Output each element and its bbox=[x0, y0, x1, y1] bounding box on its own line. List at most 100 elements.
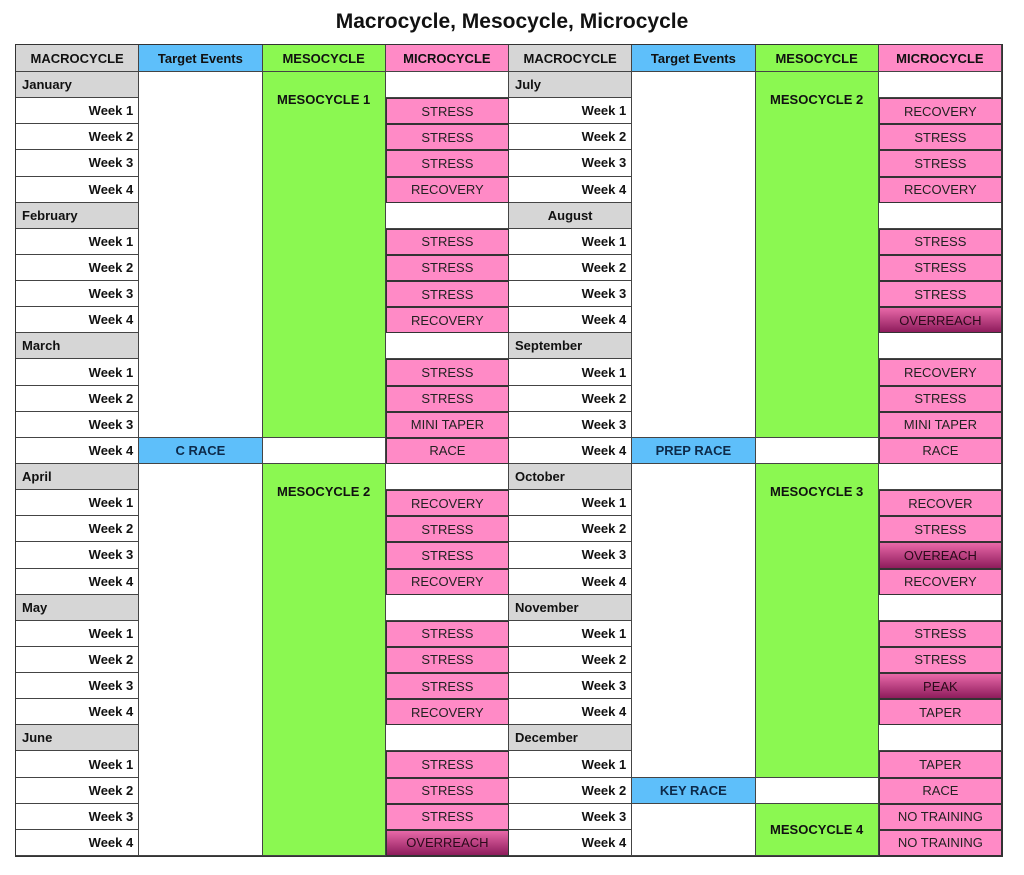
micro-blank bbox=[878, 202, 1002, 229]
mesocycle-block: MESOCYCLE 4 bbox=[755, 803, 879, 856]
microcycle-cell: STRESS bbox=[385, 228, 509, 255]
meso-empty bbox=[755, 777, 879, 804]
micro-blank bbox=[878, 594, 1002, 621]
week-label: Week 3 bbox=[509, 281, 633, 308]
target-event-badge: KEY RACE bbox=[632, 777, 756, 804]
meso-empty bbox=[262, 437, 386, 464]
mesocycle-block: MESOCYCLE 1 bbox=[262, 72, 386, 438]
week-label: Week 4 bbox=[16, 829, 140, 856]
week-label: Week 4 bbox=[509, 176, 633, 203]
header-macrocycle: MACROCYCLE bbox=[509, 45, 633, 72]
week-label: Week 3 bbox=[16, 281, 140, 308]
target-event-badge: C RACE bbox=[139, 437, 263, 464]
week-label: Week 1 bbox=[509, 228, 633, 255]
microcycle-cell: MINI TAPER bbox=[385, 411, 509, 438]
microcycle-cell: STRESS bbox=[385, 281, 509, 308]
micro-blank bbox=[385, 202, 509, 229]
microcycle-cell: STRESS bbox=[385, 359, 509, 386]
week-label: Week 4 bbox=[16, 568, 140, 595]
month-label: April bbox=[16, 463, 140, 491]
week-label: Week 3 bbox=[509, 673, 633, 700]
microcycle-cell: RECOVERY bbox=[385, 568, 509, 595]
microcycle-cell: STRESS bbox=[878, 254, 1002, 282]
week-label: Week 1 bbox=[509, 620, 633, 647]
events-empty bbox=[139, 72, 263, 438]
microcycle-cell: STRESS bbox=[385, 124, 509, 151]
microcycle-cell: RECOVERY bbox=[878, 98, 1002, 125]
month-label: November bbox=[509, 594, 633, 621]
week-label: Week 4 bbox=[509, 307, 633, 334]
week-label: Week 1 bbox=[16, 98, 140, 125]
microcycle-cell: STRESS bbox=[878, 281, 1002, 308]
microcycle-cell: RECOVERY bbox=[878, 176, 1002, 203]
week-label: Week 4 bbox=[509, 829, 633, 856]
week-label: Week 3 bbox=[509, 803, 633, 830]
micro-blank bbox=[878, 72, 1002, 99]
week-label: Week 4 bbox=[16, 176, 140, 203]
micro-blank bbox=[878, 725, 1002, 752]
month-label: March bbox=[16, 333, 140, 360]
header-microcycle: MICROCYCLE bbox=[878, 45, 1002, 72]
microcycle-cell: STRESS bbox=[385, 150, 509, 177]
month-label: August bbox=[509, 202, 633, 229]
micro-blank bbox=[385, 594, 509, 621]
microcycle-cell: STRESS bbox=[385, 254, 509, 282]
week-label: Week 3 bbox=[16, 150, 140, 177]
micro-blank bbox=[385, 463, 509, 491]
week-label: Week 1 bbox=[16, 620, 140, 647]
week-label: Week 2 bbox=[509, 385, 633, 412]
week-label: Week 1 bbox=[16, 490, 140, 517]
week-label: Week 4 bbox=[509, 699, 633, 726]
meso-empty bbox=[755, 437, 879, 464]
week-label: Week 4 bbox=[509, 437, 633, 464]
microcycle-cell: STRESS bbox=[385, 803, 509, 830]
microcycle-cell: PEAK bbox=[878, 673, 1002, 700]
week-label: Week 3 bbox=[509, 411, 633, 438]
microcycle-cell: RECOVERY bbox=[878, 359, 1002, 386]
week-label: Week 3 bbox=[16, 542, 140, 569]
header-target-events: Target Events bbox=[632, 45, 756, 72]
week-label: Week 2 bbox=[509, 777, 633, 804]
microcycle-cell: NO TRAINING bbox=[878, 829, 1002, 856]
microcycle-cell: STRESS bbox=[878, 516, 1002, 543]
week-label: Week 3 bbox=[509, 150, 633, 177]
week-label: Week 4 bbox=[16, 699, 140, 726]
month-label: December bbox=[509, 725, 633, 752]
microcycle-cell: STRESS bbox=[878, 385, 1002, 412]
micro-blank bbox=[385, 333, 509, 360]
header-mesocycle: MESOCYCLE bbox=[262, 45, 386, 72]
month-label: January bbox=[16, 72, 140, 99]
month-label: February bbox=[16, 202, 140, 229]
week-label: Week 4 bbox=[509, 568, 633, 595]
microcycle-cell: RECOVER bbox=[878, 490, 1002, 517]
microcycle-cell: OVERREACH bbox=[385, 829, 509, 856]
micro-blank bbox=[878, 463, 1002, 491]
microcycle-cell: TAPER bbox=[878, 699, 1002, 726]
microcycle-cell: OVEREACH bbox=[878, 542, 1002, 569]
page-title: Macrocycle, Mesocycle, Microcycle bbox=[335, 10, 689, 33]
week-label: Week 2 bbox=[16, 516, 140, 543]
week-label: Week 2 bbox=[16, 124, 140, 151]
microcycle-cell: STRESS bbox=[385, 673, 509, 700]
week-label: Week 1 bbox=[16, 751, 140, 778]
microcycle-cell: MINI TAPER bbox=[878, 411, 1002, 438]
week-label: Week 3 bbox=[16, 673, 140, 700]
week-label: Week 4 bbox=[16, 307, 140, 334]
microcycle-cell: RECOVERY bbox=[385, 176, 509, 203]
micro-blank bbox=[878, 333, 1002, 360]
mesocycle-block: MESOCYCLE 2 bbox=[262, 463, 386, 856]
week-label: Week 1 bbox=[509, 490, 633, 517]
header-macrocycle: MACROCYCLE bbox=[16, 45, 140, 72]
month-label: July bbox=[509, 72, 633, 99]
microcycle-cell: RECOVERY bbox=[878, 568, 1002, 595]
microcycle-cell: STRESS bbox=[878, 124, 1002, 151]
microcycle-cell: STRESS bbox=[878, 228, 1002, 255]
week-label: Week 2 bbox=[509, 646, 633, 674]
header-target-events: Target Events bbox=[139, 45, 263, 72]
mesocycle-block: MESOCYCLE 2 bbox=[755, 72, 879, 438]
microcycle-cell: RECOVERY bbox=[385, 699, 509, 726]
week-label: Week 2 bbox=[16, 385, 140, 412]
week-label: Week 2 bbox=[16, 646, 140, 674]
week-label: Week 1 bbox=[509, 751, 633, 778]
header-microcycle: MICROCYCLE bbox=[385, 45, 509, 72]
